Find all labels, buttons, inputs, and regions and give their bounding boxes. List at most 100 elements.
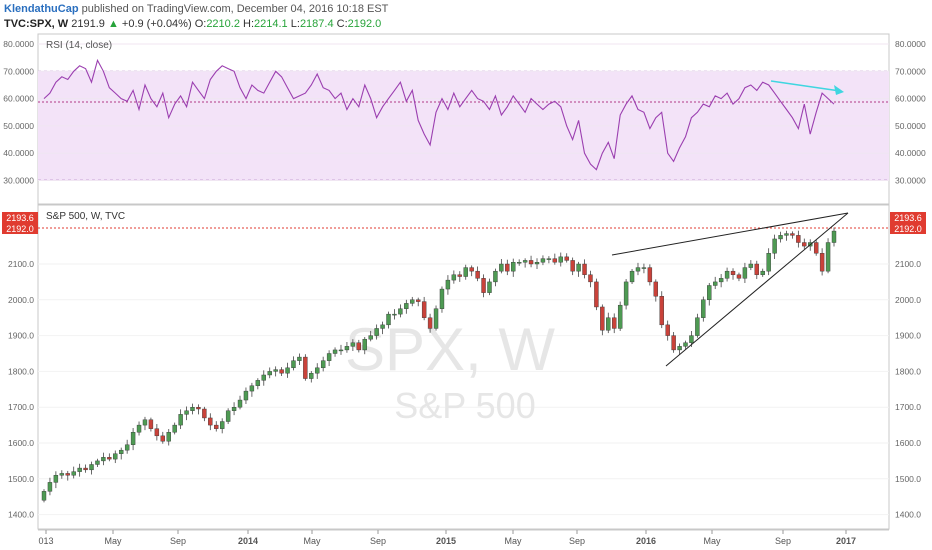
candle-body	[760, 270, 765, 275]
candle-body	[629, 270, 635, 283]
candle-body	[398, 308, 403, 315]
candle-body	[291, 360, 296, 369]
price-tick-label-left: 1600.0	[8, 438, 34, 448]
candle-body	[778, 235, 783, 240]
candle-body	[701, 299, 706, 318]
candle-body	[813, 242, 819, 254]
candle-body	[202, 408, 207, 419]
candle-body	[225, 410, 231, 422]
price-change: +0.9 (+0.04%)	[121, 18, 192, 30]
price-panel	[37, 204, 890, 530]
publish-line: KlendathuCap published on TradingView.co…	[4, 2, 924, 17]
candle-body	[796, 235, 801, 243]
watermark-main: SPX, W	[345, 316, 555, 383]
candle-body	[130, 432, 136, 445]
candle-body	[374, 328, 379, 336]
time-axis: 013 May Sep 2014 May Sep 2015 May Sep 2016 May Sep 2…	[38, 530, 856, 546]
candle-body	[790, 233, 795, 236]
candle-body	[558, 256, 563, 263]
candle-body	[267, 371, 272, 376]
author-link[interactable]: KlendathuCap	[4, 3, 79, 15]
symbol: TVC:SPX, W	[4, 18, 69, 30]
candle-body	[392, 313, 397, 316]
candle-body	[315, 367, 320, 374]
candle-body	[689, 335, 694, 343]
candle-body	[516, 262, 522, 264]
candle-body	[65, 473, 70, 476]
price-label: S&P 500, W, TVC	[46, 211, 125, 222]
upper-trendline	[611, 212, 849, 256]
candle-body	[338, 349, 344, 352]
chart-header: KlendathuCap published on TradingView.co…	[4, 2, 924, 36]
candle-body	[742, 267, 748, 279]
candle-body	[825, 242, 831, 272]
rsi-grid	[38, 43, 889, 181]
candle-body	[332, 349, 338, 354]
candle-body	[219, 421, 225, 429]
candle-body	[326, 353, 332, 361]
rsi-line	[43, 58, 835, 171]
candle-body	[493, 270, 498, 283]
candle-body	[487, 281, 492, 293]
candle-body	[320, 360, 326, 369]
candle-body	[243, 390, 249, 401]
price-tick-label-right: 2100.0	[895, 259, 921, 269]
candle-body	[279, 369, 284, 374]
candle-body	[83, 467, 88, 471]
last-price: 2191.9	[71, 18, 105, 30]
candle-body	[297, 356, 302, 361]
up-triangle-icon: ▲	[107, 18, 119, 30]
candle-body	[416, 299, 421, 302]
candle-body	[707, 285, 712, 301]
badge-high-left: 2193.6	[6, 213, 34, 223]
candle-body	[136, 424, 142, 433]
candle-body	[190, 407, 195, 411]
price-tick-label-right: 1700.0	[895, 402, 921, 412]
time-tick-label: Sep	[569, 536, 585, 546]
rsi-divergence-arrow	[770, 80, 844, 95]
candle-body	[71, 471, 76, 476]
lower-trendline	[665, 212, 849, 367]
candle-body	[641, 267, 647, 269]
rsi-tick-label-left: 50.0000	[3, 121, 34, 131]
time-tick-label: 013	[38, 536, 53, 546]
price-tick-label-left: 1900.0	[8, 331, 34, 341]
price-grid	[38, 263, 889, 516]
candle-body	[303, 356, 308, 379]
candle-body	[802, 242, 807, 247]
candle-body	[59, 473, 65, 476]
candle-body	[107, 457, 112, 460]
candle-body	[600, 306, 605, 331]
time-tick-label: May	[504, 536, 522, 546]
time-tick-label: Sep	[370, 536, 386, 546]
ohlc-line: TVC:SPX, W 2191.9 ▲ +0.9 (+0.04%) O:2210…	[4, 17, 924, 32]
price-tick-label-left: 1700.0	[8, 402, 34, 412]
candle-body	[677, 346, 682, 351]
candle-body	[142, 419, 148, 426]
candle-body	[528, 260, 534, 265]
time-tick-label: Sep	[775, 536, 791, 546]
candle-body	[154, 428, 160, 437]
price-badges-right: 2193.6 2192.0	[890, 212, 926, 234]
candle-body	[95, 460, 100, 465]
badge-high-right: 2193.6	[894, 213, 922, 223]
candle-body	[344, 346, 350, 351]
candle-body	[451, 274, 457, 281]
candle-body	[237, 399, 243, 408]
rsi-tick-label-left: 40.0000	[3, 148, 34, 158]
low-label: L:	[290, 18, 300, 30]
candle-body	[695, 317, 700, 336]
candle-body	[47, 482, 53, 492]
candle-body	[540, 258, 546, 263]
candle-body	[683, 342, 688, 347]
price-tick-label-right: 1600.0	[895, 438, 921, 448]
candle-body	[718, 278, 724, 283]
candle-body	[178, 414, 183, 426]
candle-body	[653, 281, 659, 297]
rsi-tick-label-left: 60.0000	[3, 94, 34, 104]
candle-body	[635, 267, 641, 272]
price-tick-label-left: 1800.0	[8, 366, 34, 376]
candle-body	[184, 410, 189, 415]
candle-body	[534, 262, 540, 265]
candle-body	[89, 464, 94, 471]
